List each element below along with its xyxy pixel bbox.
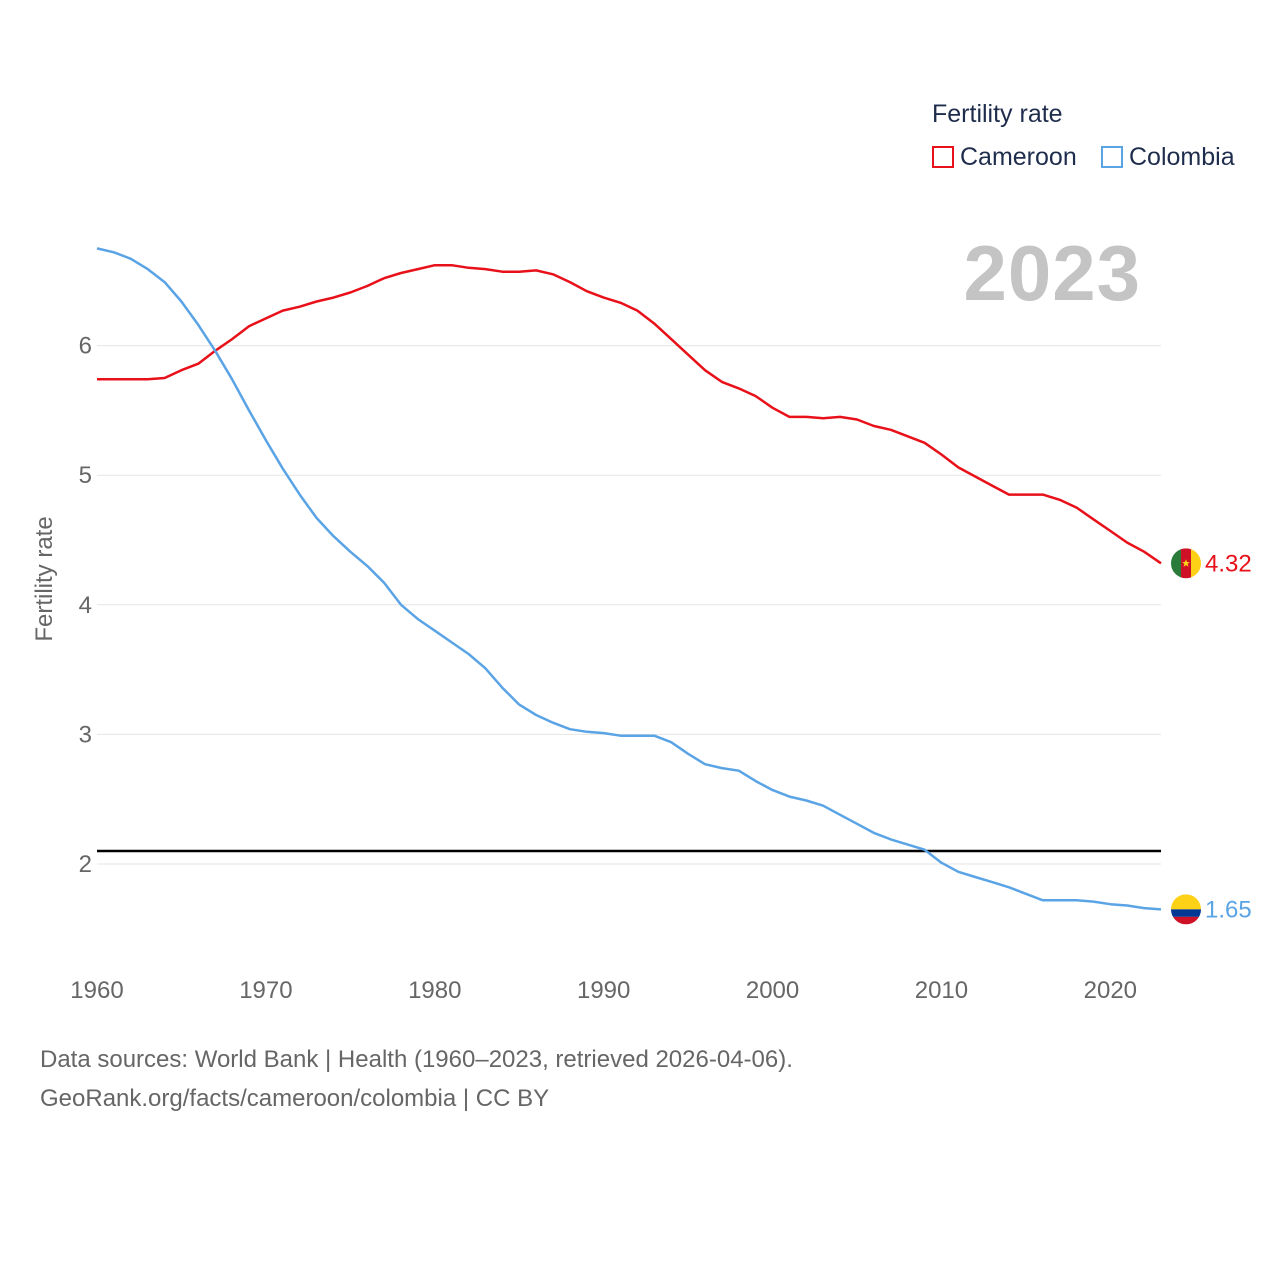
- x-tick-label-2010: 2010: [915, 977, 968, 1004]
- series-line-cameroon: [97, 263, 1162, 565]
- flag-stripe-yellow: [1171, 894, 1201, 910]
- flag-stripe-red: [1171, 916, 1201, 925]
- flag-badge-cameroon: [1171, 548, 1201, 579]
- end-value-label-colombia: 1.65: [1205, 896, 1252, 923]
- flag-colombia-icon: [1171, 894, 1201, 925]
- y-tick-label-4: 4: [79, 592, 92, 619]
- y-tick-label-5: 5: [79, 462, 92, 489]
- flag-star-icon: [1182, 559, 1190, 567]
- series-line-colombia: [96, 247, 1162, 911]
- footer-sources: Data sources: World Bank | Health (1960–…: [40, 1046, 793, 1073]
- flag-stripe-yellow: [1191, 548, 1201, 579]
- flag-stripe-blue: [1171, 909, 1201, 917]
- tick-label-layer: 2 3 4 5 6 1960 1970 1980 1990 2000 2010 2020: [70, 333, 1137, 1004]
- x-tick-label-1990: 1990: [577, 977, 630, 1004]
- legend-item-cameroon[interactable]: Cameroon: [932, 142, 1077, 172]
- flag-badge-colombia: [1171, 894, 1201, 925]
- flag-cameroon-icon: [1171, 548, 1201, 579]
- legend-label-cameroon: Cameroon: [960, 142, 1077, 171]
- legend-title: Fertility rate: [932, 100, 1063, 128]
- y-axis-title: Fertility rate: [31, 516, 58, 641]
- legend-swatch-colombia: [1101, 146, 1123, 168]
- y-tick-label-3: 3: [79, 721, 92, 748]
- legend-item-colombia[interactable]: Colombia: [1101, 142, 1235, 172]
- x-tick-label-1960: 1960: [70, 977, 123, 1004]
- series-layer: [96, 247, 1162, 911]
- end-marker-layer: 4.32 1.65: [1171, 548, 1252, 925]
- x-tick-label-2020: 2020: [1084, 977, 1137, 1004]
- current-year-label: 2023: [963, 229, 1141, 317]
- flag-stripe-green: [1171, 548, 1181, 579]
- x-tick-label-1980: 1980: [408, 977, 461, 1004]
- x-tick-label-2000: 2000: [746, 977, 799, 1004]
- legend-label-colombia: Colombia: [1129, 142, 1235, 171]
- footer-attribution: GeoRank.org/facts/cameroon/colombia | CC…: [40, 1085, 550, 1112]
- y-tick-label-6: 6: [79, 333, 92, 360]
- end-value-label-cameroon: 4.32: [1205, 550, 1252, 577]
- grid-layer: [97, 345, 1161, 865]
- y-tick-label-2: 2: [79, 851, 92, 878]
- legend-swatch-cameroon: [932, 146, 954, 168]
- x-tick-label-1970: 1970: [239, 977, 292, 1004]
